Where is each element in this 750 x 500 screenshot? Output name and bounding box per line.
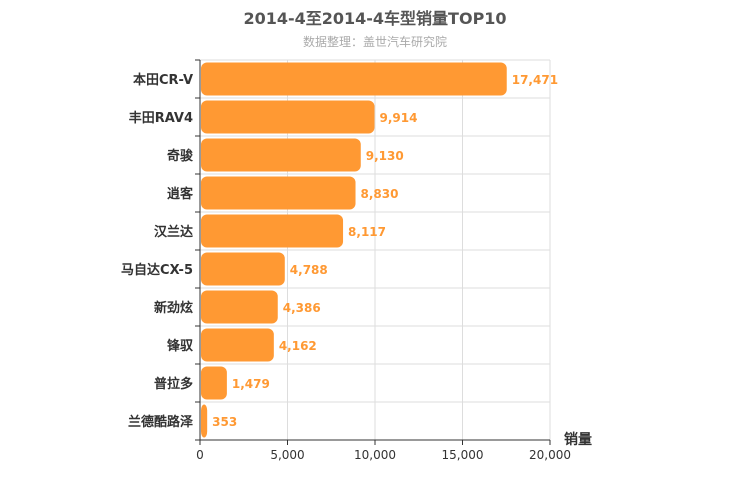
x-tick-label: 0 [196, 448, 204, 462]
value-label: 4,788 [290, 263, 328, 277]
value-label: 8,117 [348, 225, 386, 239]
bar [201, 291, 278, 324]
bar [201, 405, 207, 438]
x-tick-label: 5,000 [270, 448, 304, 462]
category-label: 丰田RAV4 [129, 110, 193, 126]
category-label: 汉兰达 [154, 224, 193, 240]
bar [201, 63, 507, 96]
bar [201, 253, 285, 286]
value-label: 8,830 [361, 187, 399, 201]
value-label: 17,471 [512, 73, 558, 87]
bar [201, 215, 343, 248]
category-label: 逍客 [167, 186, 194, 202]
x-tick-label: 20,000 [529, 448, 571, 462]
value-label: 9,914 [379, 111, 417, 125]
bar [201, 177, 356, 210]
category-label: 本田CR-V [133, 72, 193, 88]
value-label: 4,162 [279, 339, 317, 353]
category-label: 锋驭 [167, 338, 194, 354]
x-axis-title: 销量 [564, 431, 592, 448]
value-label: 9,130 [366, 149, 404, 163]
x-tick-label: 15,000 [442, 448, 484, 462]
bar [201, 139, 361, 172]
value-label: 1,479 [232, 377, 270, 391]
category-label: 马自达CX-5 [121, 262, 193, 278]
bar [201, 101, 374, 134]
category-label: 兰德酷路泽 [128, 414, 194, 430]
category-label: 奇骏 [167, 148, 194, 164]
bar [201, 367, 227, 400]
x-tick-label: 10,000 [354, 448, 396, 462]
value-label: 4,386 [283, 301, 321, 315]
value-label: 353 [212, 415, 237, 429]
category-label: 普拉多 [154, 376, 193, 392]
bar [201, 329, 274, 362]
category-label: 新劲炫 [154, 300, 193, 316]
